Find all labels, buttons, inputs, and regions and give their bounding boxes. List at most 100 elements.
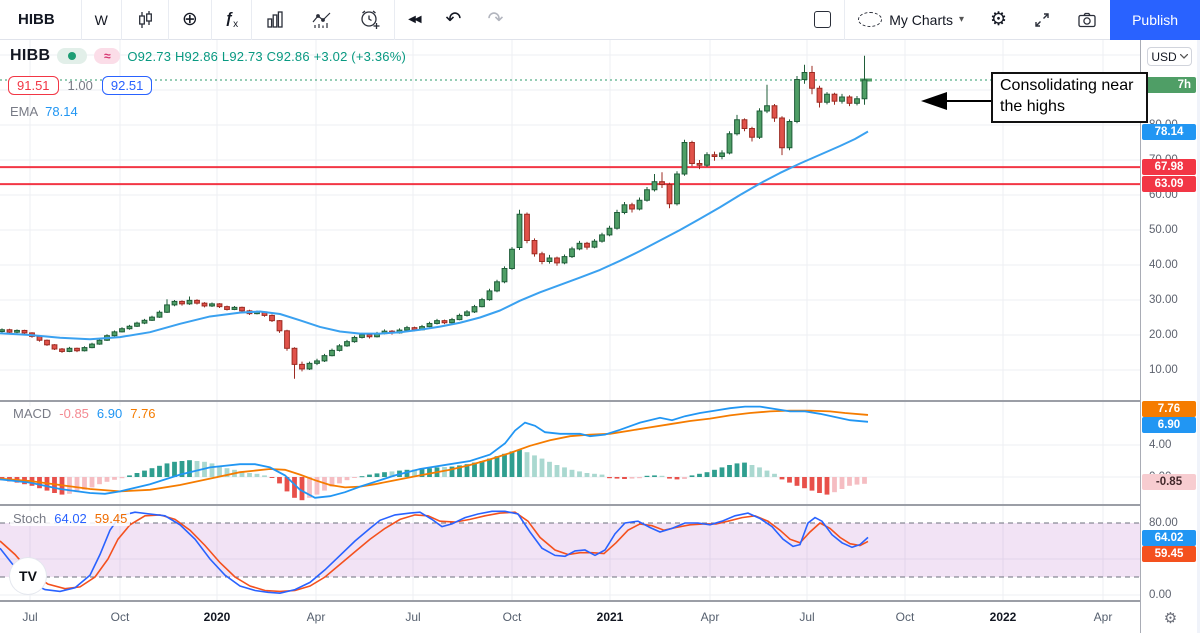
legend-symbol[interactable]: HIBB <box>10 47 51 64</box>
my-charts-button[interactable]: My Charts ▾ <box>845 0 977 40</box>
currency-select[interactable]: USD <box>1147 47 1192 66</box>
toolbar-right-group: My Charts ▾ ⚙ Publish <box>801 0 1200 40</box>
chart-settings-button[interactable]: ⚙ <box>977 0 1020 40</box>
axis-settings-gear-icon[interactable]: ⚙ <box>1163 609 1178 627</box>
toolbar-divider <box>251 0 253 40</box>
price-badge: 7h <box>1142 77 1196 93</box>
price-badge: 64.02 <box>1142 530 1196 546</box>
tradingview-logo[interactable]: TV <box>10 558 46 594</box>
gear-icon: ⚙ <box>990 9 1008 30</box>
time-axis[interactable]: Jul Oct 2020 Apr Jul Oct 2021 Apr Jul Oct 2022 Apr <box>0 602 1140 633</box>
candlestick-style-icon <box>138 10 152 28</box>
forecast-button[interactable] <box>298 0 346 40</box>
annotation-note[interactable]: Consolidating near the highs <box>991 72 1148 123</box>
chevron-down-icon: ▾ <box>959 14 965 25</box>
macd-line-value: 6.90 <box>96 406 123 421</box>
toolbar-divider <box>210 0 212 40</box>
price-badge: 63.09 <box>1142 176 1196 192</box>
stoch-k-value: 64.02 <box>54 511 87 526</box>
price-badge: -0.85 <box>1142 474 1196 490</box>
stoch-d-value: 59.45 <box>94 511 128 526</box>
stoch-legend[interactable]: Stoch 64.02 59.45 <box>10 511 131 526</box>
single-layout-icon <box>814 11 832 28</box>
time-tick-label: Jul <box>799 610 815 624</box>
stoch-label: Stoch <box>13 511 47 526</box>
plus-circle-icon: ⊕ <box>181 9 198 30</box>
macd-signal-value: 7.76 <box>130 406 156 421</box>
macd-hist-value: -0.85 <box>59 406 89 421</box>
fx-icon: ƒx <box>224 9 239 30</box>
market-open-dot-icon <box>68 52 77 60</box>
price-diff-label: 1.00 <box>67 78 93 93</box>
redo-button[interactable]: ↷ <box>474 0 516 40</box>
price-badge: 67.98 <box>1142 159 1196 175</box>
time-tick-label: Apr <box>700 610 720 624</box>
symbol-button[interactable]: HIBB <box>18 11 55 28</box>
templates-button[interactable] <box>252 0 298 40</box>
fullscreen-arrows-icon <box>1035 12 1049 27</box>
toolbar-divider <box>80 0 82 40</box>
toolbar-divider <box>844 0 846 40</box>
line-chart-icon <box>312 12 331 28</box>
price-tick-label: 80.00 <box>1149 517 1178 529</box>
ema-legend[interactable]: EMA 78.14 <box>10 104 78 119</box>
toolbar-divider <box>167 0 169 40</box>
my-charts-label: My Charts <box>889 11 953 28</box>
main-legend: HIBB ≈ O92.73 H92.86 L92.73 C92.86 +3.02… <box>10 47 406 65</box>
price-tick-label: 10.00 <box>1149 364 1178 376</box>
chart-area: HIBB ≈ O92.73 H92.86 L92.73 C92.86 +3.02… <box>0 40 1200 633</box>
toolbar-divider <box>120 0 122 40</box>
price-tick-label: 30.00 <box>1149 294 1178 306</box>
time-tick-label: Apr <box>1093 610 1113 624</box>
time-tick-label: 2022 <box>989 610 1017 624</box>
cloud-icon <box>858 12 883 27</box>
price-badge: 78.14 <box>1142 124 1196 140</box>
chart-canvas[interactable] <box>0 40 1140 602</box>
time-tick-label: 2020 <box>203 610 231 624</box>
interval-button[interactable]: W <box>94 11 108 28</box>
time-tick-label: Oct <box>110 610 130 624</box>
scroll-strip <box>1197 40 1200 633</box>
ohlc-values: O92.73 H92.86 L92.73 C92.86 +3.02 (+3.36… <box>127 48 407 64</box>
time-tick-label: 2021 <box>596 610 624 624</box>
undo-arrow-icon: ↶ <box>445 9 462 30</box>
redo-arrow-icon: ↷ <box>487 9 504 30</box>
bar-chart-icon <box>267 10 283 28</box>
undo-button[interactable]: ↶ <box>433 0 475 40</box>
indicators-button[interactable]: ƒx <box>212 0 251 40</box>
market-status-badge[interactable] <box>57 48 88 64</box>
compare-add-button[interactable]: ⊕ <box>169 0 211 40</box>
time-axis-corner: ⚙ <box>1140 602 1200 633</box>
arrow-left-icon <box>921 92 947 110</box>
price-axis[interactable]: USD 90.0080.0070.0060.0050.0040.0030.002… <box>1140 40 1197 602</box>
alarm-clock-plus-icon <box>361 10 380 29</box>
top-toolbar: HIBB W ⊕ ƒx ◀◀ <box>0 0 1200 40</box>
camera-icon <box>1078 12 1096 27</box>
price-tick-label: 60.00 <box>1149 189 1178 201</box>
screenshot-button[interactable] <box>1064 0 1110 40</box>
fullscreen-button[interactable] <box>1020 0 1064 40</box>
price-tick-label: 50.00 <box>1149 224 1178 236</box>
alert-button[interactable] <box>346 0 394 40</box>
price-range-tool: 91.51 1.00 92.51 <box>8 76 153 95</box>
delayed-data-badge[interactable]: ≈ <box>94 48 121 64</box>
publish-button[interactable]: Publish <box>1110 0 1200 40</box>
replay-button[interactable]: ◀◀ <box>395 0 432 40</box>
macd-legend[interactable]: MACD -0.85 6.90 7.76 <box>10 406 159 421</box>
price-badge: 59.45 <box>1142 546 1196 562</box>
price-tick-label: 40.00 <box>1149 259 1178 271</box>
alert-price-high-box[interactable]: 92.51 <box>101 76 153 95</box>
chart-style-button[interactable] <box>122 0 168 40</box>
macd-label: MACD <box>13 406 52 421</box>
chevron-down-icon <box>1179 54 1188 59</box>
time-tick-label: Jul <box>405 610 421 624</box>
price-tick-label: 0.00 <box>1149 589 1172 601</box>
layout-select-button[interactable] <box>801 0 844 40</box>
price-badge: 7.76 <box>1142 401 1196 417</box>
ema-label: EMA <box>10 104 39 119</box>
currency-label: USD <box>1151 49 1177 64</box>
time-tick-label: Jul <box>22 610 38 624</box>
ema-value: 78.14 <box>45 104 78 119</box>
time-tick-label: Oct <box>895 610 915 624</box>
alert-price-low-box[interactable]: 91.51 <box>8 76 59 95</box>
